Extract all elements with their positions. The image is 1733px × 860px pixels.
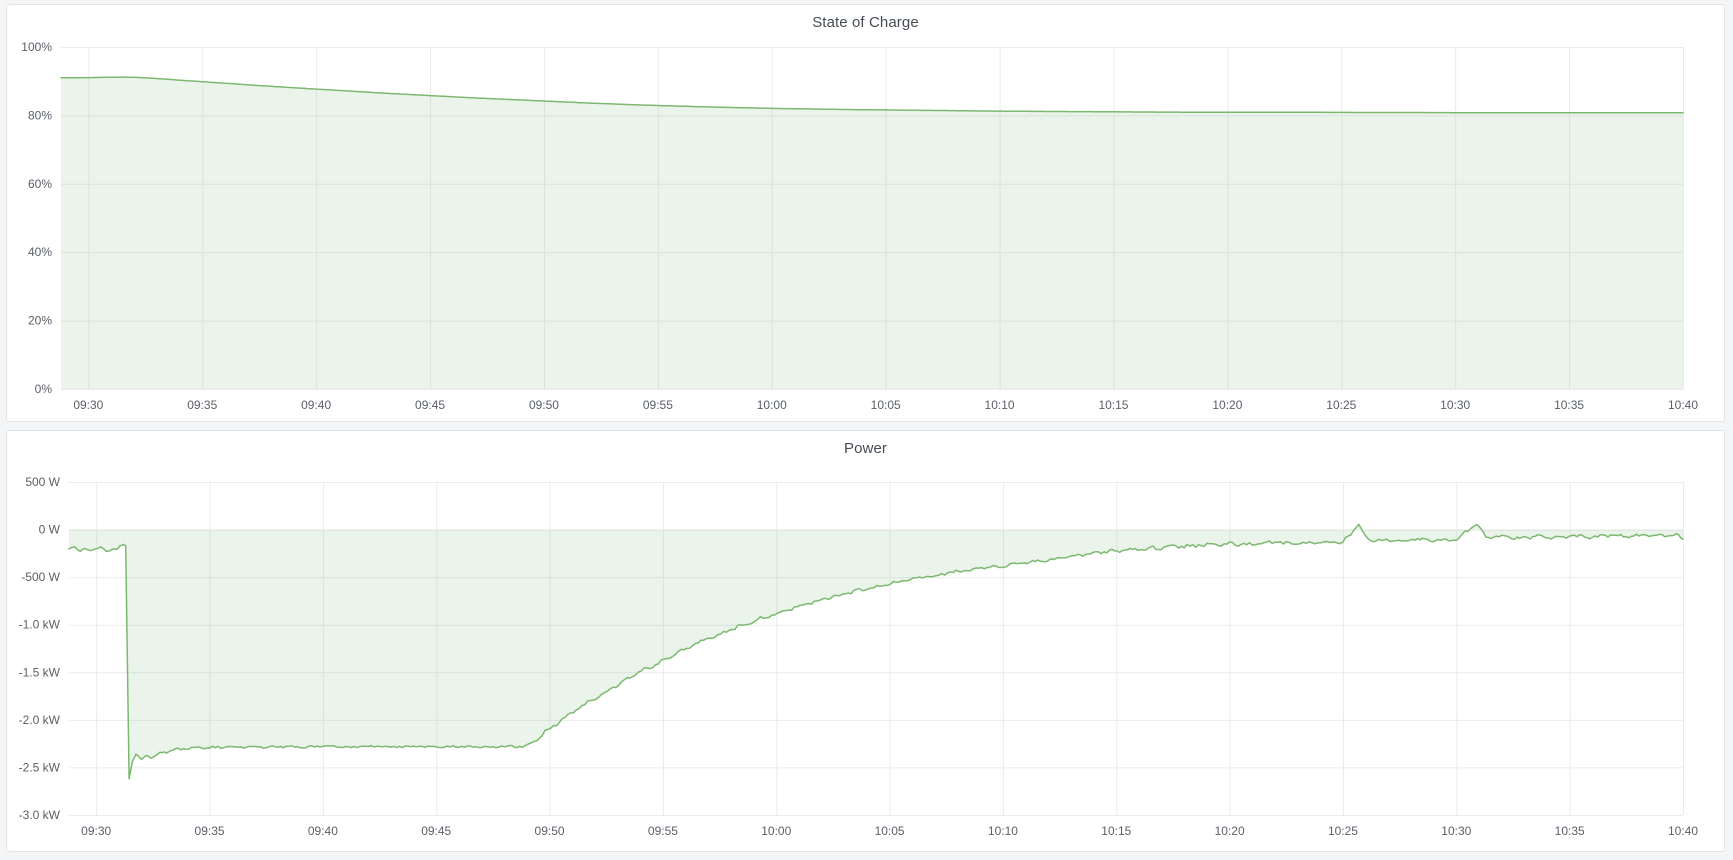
y-tick-label: -500 W <box>21 570 60 584</box>
x-tick-label: 10:15 <box>1101 824 1131 838</box>
x-tick-label: 10:15 <box>1098 398 1128 412</box>
x-tick-label: 10:00 <box>757 398 787 412</box>
x-tick-label: 09:50 <box>529 398 559 412</box>
x-tick-label: 10:30 <box>1440 398 1470 412</box>
y-tick-label: -2.0 kW <box>19 713 61 727</box>
x-tick-label: 09:30 <box>81 824 111 838</box>
x-tick-label: 09:55 <box>648 824 678 838</box>
y-tick-label: -2.5 kW <box>19 760 61 774</box>
x-tick-label: 09:55 <box>643 398 673 412</box>
x-tick-label: 09:45 <box>415 398 445 412</box>
y-tick-label: 0 W <box>39 523 61 537</box>
x-tick-label: 10:20 <box>1212 398 1242 412</box>
y-tick-label: 40% <box>28 245 52 259</box>
x-tick-label: 09:45 <box>421 824 451 838</box>
y-tick-label: 60% <box>28 177 52 191</box>
x-tick-label: 10:05 <box>871 398 901 412</box>
x-tick-label: 10:40 <box>1668 398 1698 412</box>
soc-panel: State of Charge 100% 80% 60% 40% 20% 0% 09:30 0… <box>6 4 1725 422</box>
series-line <box>60 76 1684 114</box>
x-tick-label: 09:40 <box>308 824 338 838</box>
x-tick-label: 09:35 <box>187 398 217 412</box>
y-tick-label: 80% <box>28 108 52 122</box>
y-tick-label: 0% <box>35 382 53 396</box>
soc-panel-title[interactable]: State of Charge <box>812 14 919 31</box>
x-tick-label: 10:10 <box>988 824 1018 838</box>
soc-chart[interactable]: 100% 80% 60% 40% 20% 0% 09:30 09:35 09:40 09:45 09… <box>7 5 1724 421</box>
series-line <box>68 523 1684 780</box>
x-tick-label: 10:35 <box>1555 824 1585 838</box>
x-tick-label: 10:05 <box>875 824 905 838</box>
power-panel-title[interactable]: Power <box>843 440 888 457</box>
x-tick-label: 09:30 <box>73 398 103 412</box>
x-tick-label: 10:00 <box>761 824 791 838</box>
y-tick-label: 500 W <box>25 475 60 489</box>
x-tick-label: 10:10 <box>985 398 1015 412</box>
x-tick-label: 10:25 <box>1328 824 1358 838</box>
y-tick-label: -1.5 kW <box>19 665 61 679</box>
power-panel: Power 500 W 0 W -500 W -1.0 kW -1.5 kW -2.0 k… <box>6 430 1725 852</box>
x-tick-label: 10:25 <box>1326 398 1356 412</box>
area-fill <box>61 77 1683 389</box>
x-tick-label: 09:40 <box>301 398 331 412</box>
x-tick-label: 10:20 <box>1215 824 1245 838</box>
y-tick-label: 100% <box>21 40 52 54</box>
power-chart[interactable]: 500 W 0 W -500 W -1.0 kW -1.5 kW -2.0 kW -2.5 … <box>7 431 1724 851</box>
y-tick-label: 20% <box>28 314 52 328</box>
x-tick-label: 10:40 <box>1668 824 1698 838</box>
x-tick-label: 09:50 <box>535 824 565 838</box>
y-tick-label: -1.0 kW <box>19 618 61 632</box>
x-tick-label: 09:35 <box>195 824 225 838</box>
x-tick-label: 10:35 <box>1554 398 1584 412</box>
area-fill <box>69 524 1683 779</box>
x-tick-label: 10:30 <box>1441 824 1471 838</box>
y-tick-label: -3.0 kW <box>19 808 61 822</box>
